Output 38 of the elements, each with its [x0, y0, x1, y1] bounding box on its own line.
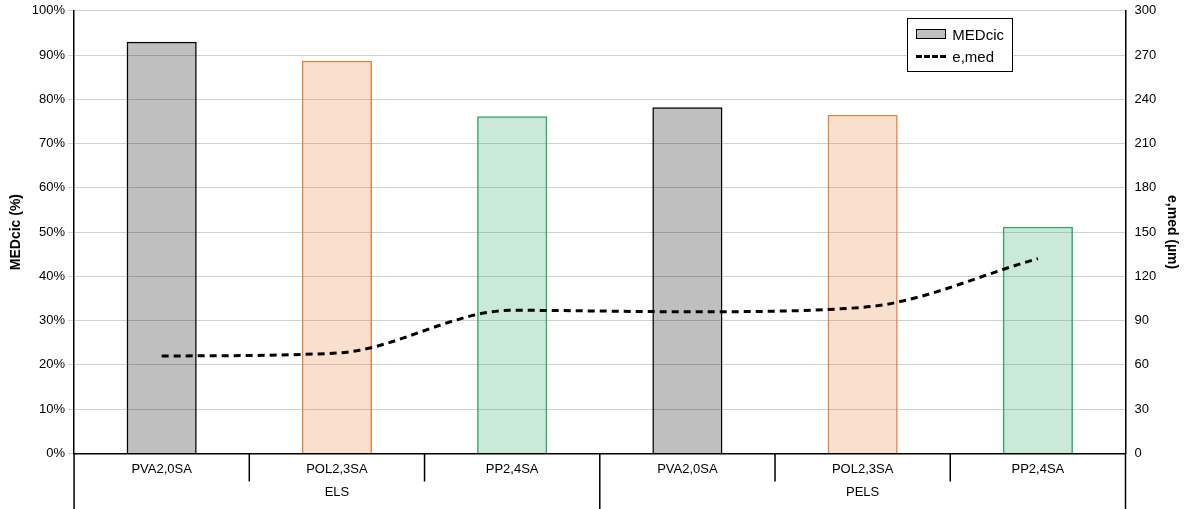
y2-tick-label: 210	[1134, 135, 1157, 151]
y2-axis-title: e,med (µm)	[1164, 195, 1181, 270]
y-tick-label: 30%	[39, 312, 66, 328]
y2-tick-label: 180	[1134, 179, 1157, 195]
y-tick-label: 90%	[39, 46, 66, 62]
y-tick-label: 40%	[39, 267, 66, 283]
y2-tick-label: 30	[1134, 400, 1149, 416]
x-tick-label: PP2,4SA	[1011, 460, 1065, 476]
y-axis-title: MEDcic (%)	[7, 193, 24, 271]
text: ELS	[324, 484, 350, 500]
legend-label: MEDcic	[952, 25, 1004, 43]
x-tick-label: POL2,3SA	[306, 460, 368, 476]
y-tick-label: 0%	[46, 444, 66, 460]
y2-tick-label: 60	[1134, 356, 1149, 372]
y2-tick-label: 0	[1134, 444, 1142, 460]
y2-tick-label: 270	[1134, 46, 1157, 62]
x-tick-label: PP2,4SA	[485, 460, 539, 476]
bar	[477, 116, 548, 453]
bar	[827, 114, 898, 453]
y2-tick-label: 240	[1134, 90, 1157, 106]
y-tick-label: 50%	[39, 223, 66, 239]
y-tick-label: 10%	[39, 400, 66, 416]
y-tick-label: 80%	[39, 90, 66, 106]
y-tick-label: 100%	[31, 2, 66, 18]
x-tick-label: PVA2,0SA	[131, 460, 193, 476]
x-tick-label: PVA2,0SA	[657, 460, 718, 476]
y-tick-label: 70%	[39, 135, 66, 151]
y2-tick-label: 300	[1134, 2, 1157, 18]
legend-label: e,med	[952, 47, 995, 65]
y-tick-label: 60%	[39, 179, 66, 195]
bar	[301, 60, 372, 453]
y2-tick-label: 150	[1134, 223, 1157, 239]
y2-tick-label: 90	[1134, 312, 1149, 328]
text: PELS	[846, 484, 880, 500]
y2-tick-label: 120	[1134, 267, 1157, 283]
bar	[1002, 226, 1073, 453]
x-tick-label: POL2,3SA	[831, 460, 894, 476]
y-tick-label: 20%	[39, 356, 66, 372]
